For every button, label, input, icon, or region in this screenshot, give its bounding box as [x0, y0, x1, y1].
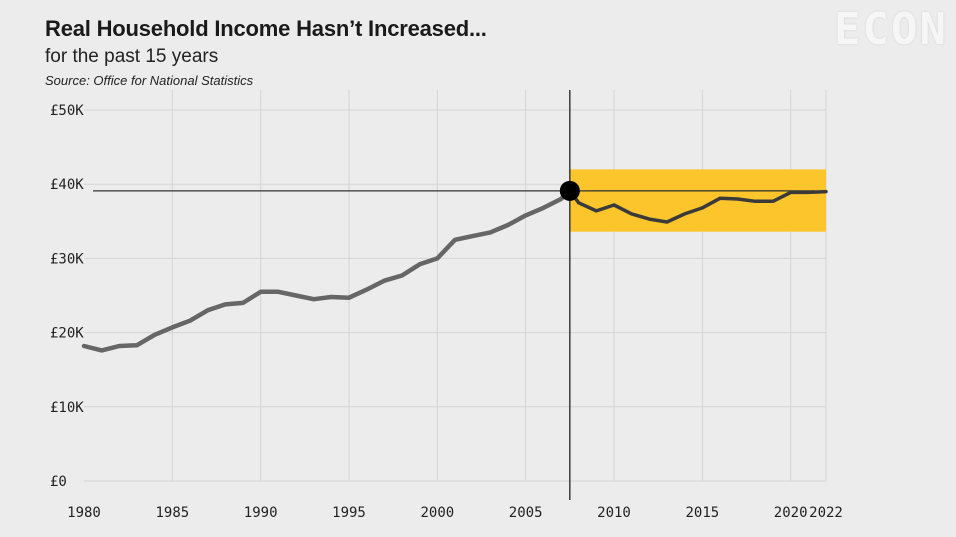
y-tick-label: £30K: [50, 251, 84, 267]
x-tick-label: 1985: [155, 505, 189, 521]
x-tick-label: 2005: [509, 505, 543, 521]
grid-layer: [84, 90, 827, 482]
line-layer: [81, 180, 828, 353]
x-tick-label: 2020: [774, 505, 808, 521]
x-tick-label: 1995: [332, 505, 366, 521]
x-tick-label: 1990: [244, 505, 278, 521]
econ-logo-watermark: ECON: [834, 4, 948, 55]
x-tick-label: 2022: [809, 505, 843, 521]
chart-title: Real Household Income Hasn’t Increased..…: [45, 16, 487, 41]
x-tick-label: 1980: [67, 505, 101, 521]
x-tick-label: 2015: [685, 505, 719, 521]
y-tick-label: £10K: [50, 400, 84, 416]
y-tick-label: £40K: [50, 177, 84, 193]
x-tick-label: 2000: [420, 505, 454, 521]
chart-subtitle: for the past 15 years: [45, 46, 219, 67]
tick-layer: 1980 1985 1990 1995 2000 2005 2010 2015 2020 2022…: [50, 103, 843, 521]
highlight-layer: [93, 90, 826, 500]
chart-source: Source: Office for National Statistics: [45, 73, 254, 88]
x-tick-label: 2010: [597, 505, 631, 521]
y-tick-label: £50K: [50, 103, 84, 119]
y-tick-label: £0: [50, 474, 67, 490]
highlight-box: [569, 169, 826, 232]
income-line-pre-2008: [81, 188, 573, 353]
peak-marker-point: [559, 180, 580, 201]
income-line-post-2008: [568, 189, 828, 224]
y-tick-label: £20K: [50, 326, 84, 342]
